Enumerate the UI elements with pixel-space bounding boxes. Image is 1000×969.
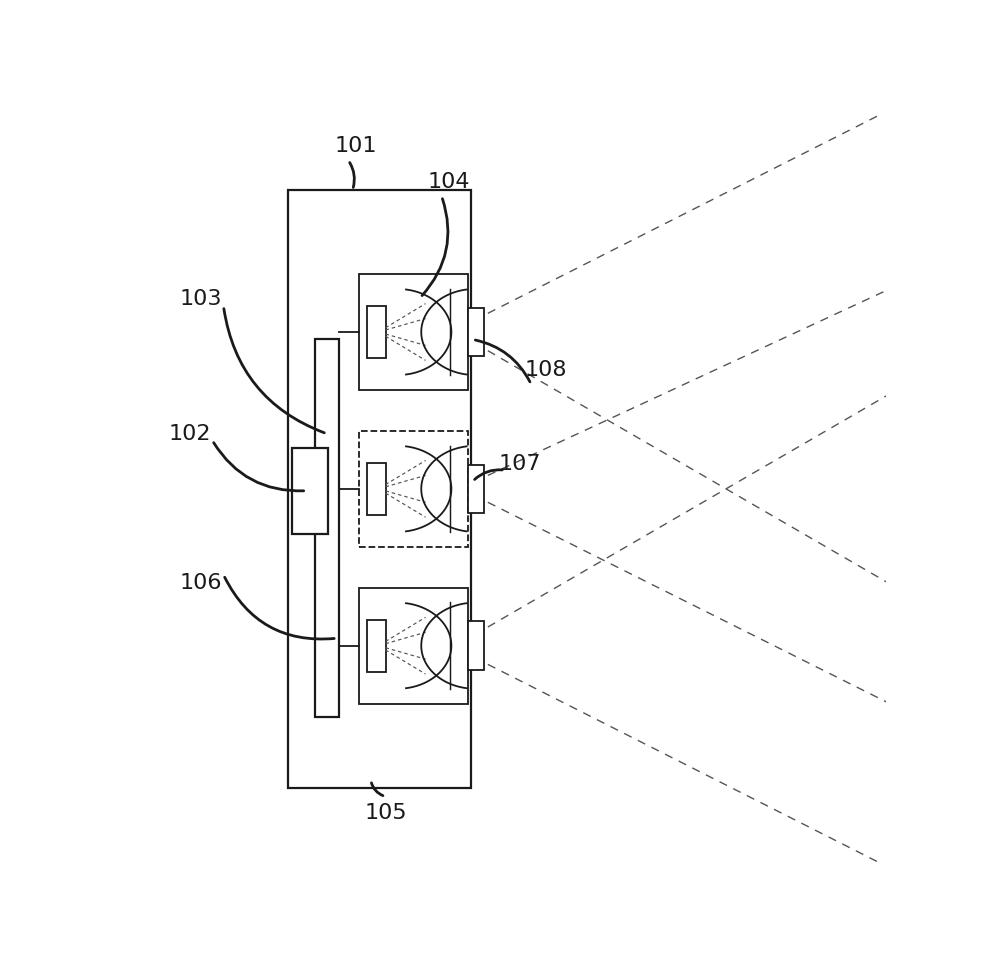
Bar (359, 275, 468, 391)
Text: 103: 103 (180, 289, 222, 309)
Bar (359, 431, 468, 547)
Bar (468, 308, 484, 357)
Text: 101: 101 (334, 136, 377, 156)
Bar (288, 191, 471, 788)
Bar (468, 622, 484, 671)
Text: 108: 108 (525, 359, 567, 380)
Bar (468, 465, 484, 514)
Text: 106: 106 (180, 573, 222, 593)
Bar (367, 620, 386, 672)
Text: 107: 107 (499, 453, 541, 473)
Bar (315, 340, 339, 717)
Text: 102: 102 (169, 423, 211, 444)
Bar (292, 449, 328, 534)
Bar (367, 306, 386, 359)
Text: 104: 104 (428, 172, 470, 192)
Text: 105: 105 (364, 801, 407, 822)
Bar (359, 588, 468, 703)
Bar (367, 463, 386, 516)
